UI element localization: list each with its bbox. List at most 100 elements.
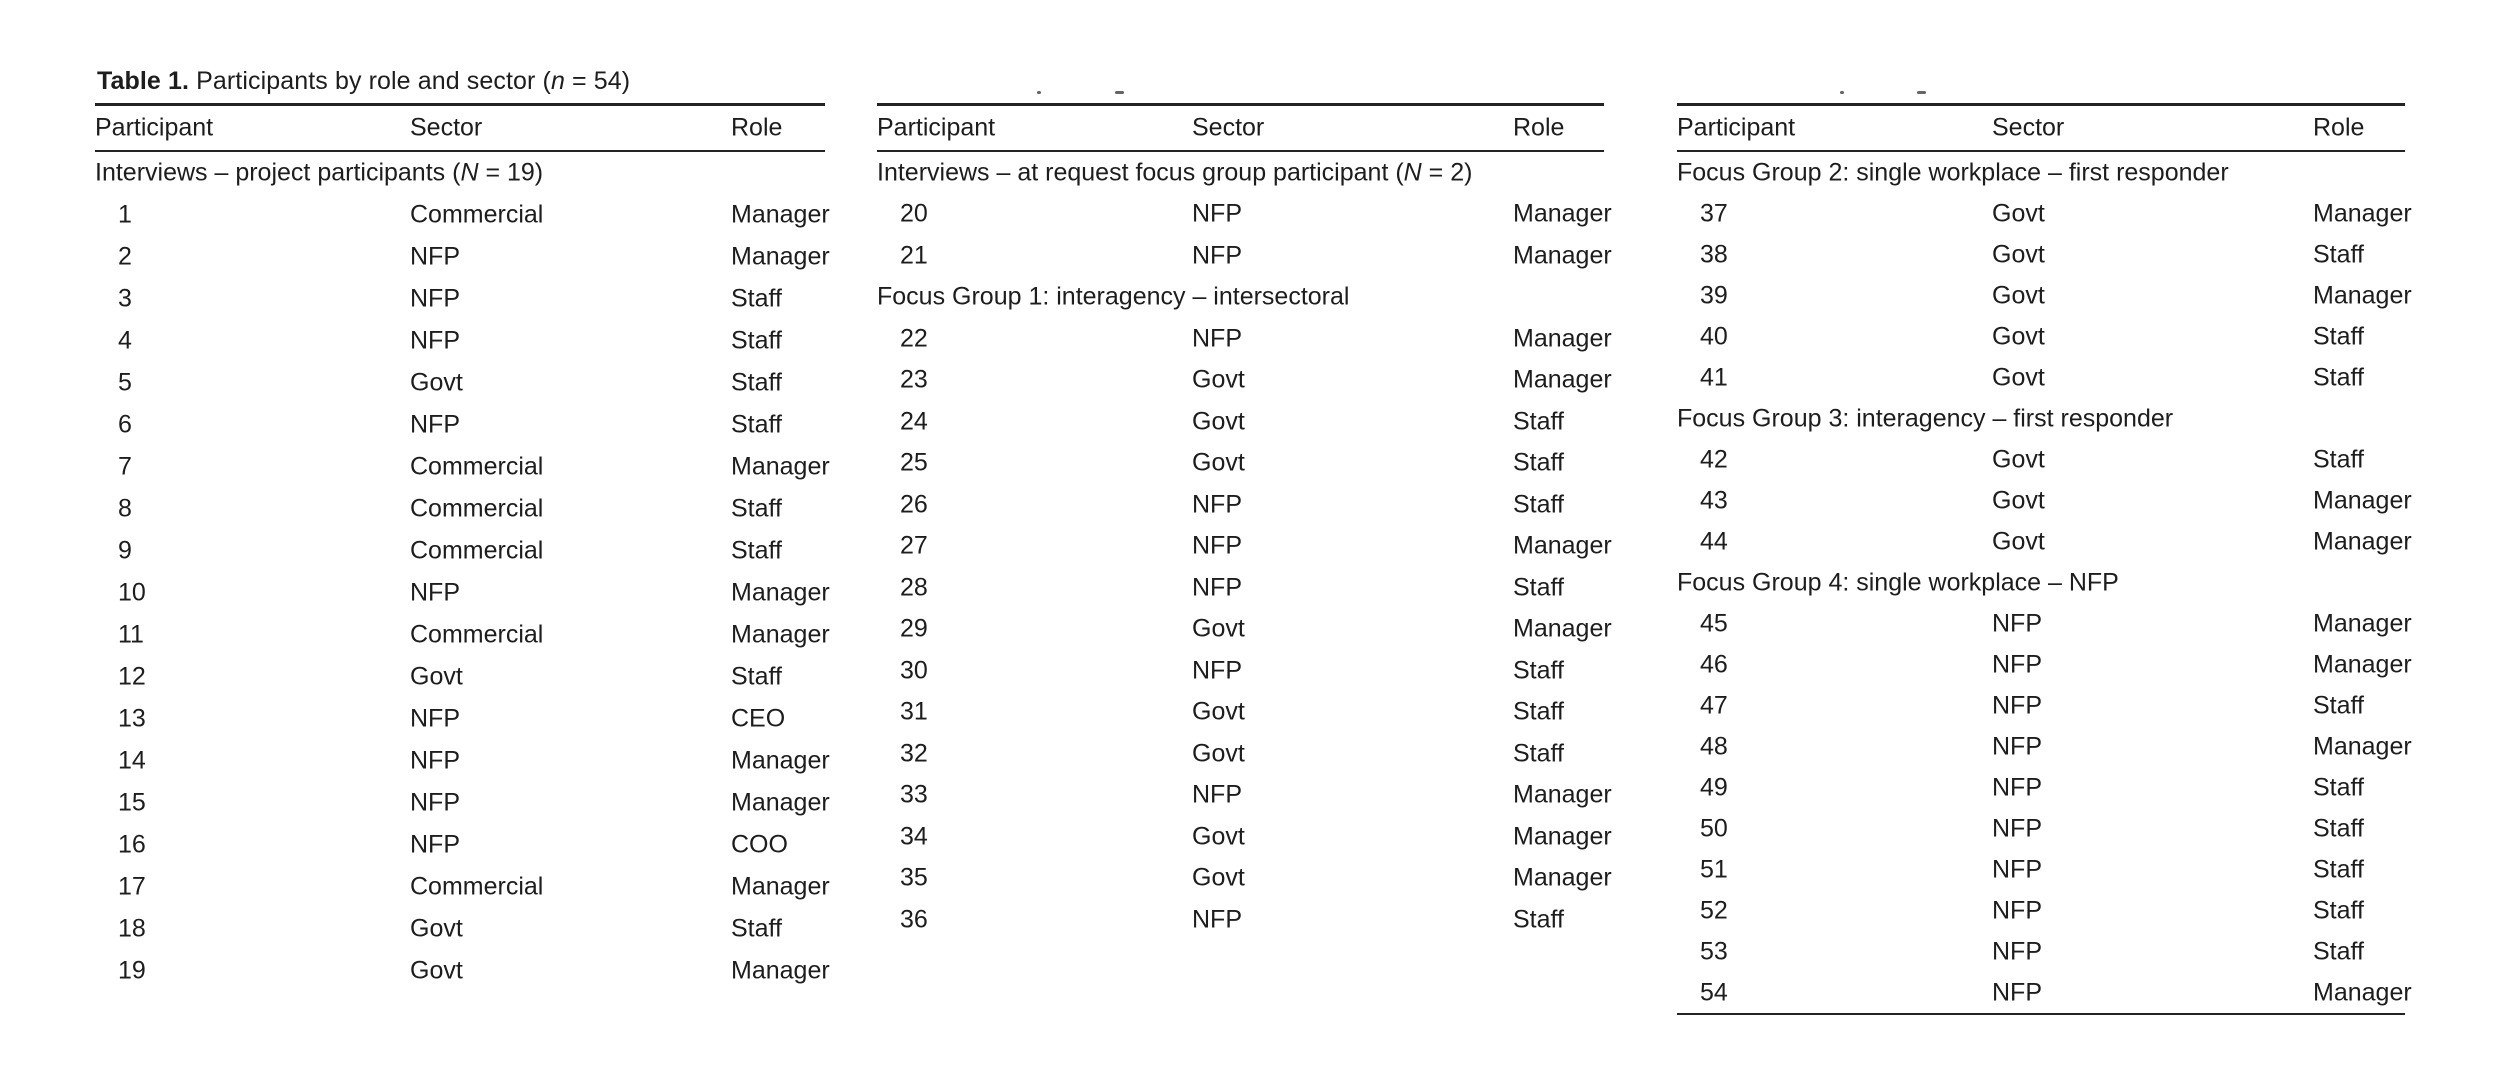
participant-cell: 3 <box>118 284 132 313</box>
role-cell: Staff <box>731 914 782 943</box>
table-title-variable: n <box>550 67 565 95</box>
table-title: Table 1. Participants by role and sector… <box>97 67 630 96</box>
role-cell: Manager <box>2313 527 2412 555</box>
table-row: 4 NFP Staff <box>95 320 825 362</box>
group-heading-row: Focus Group 2: single workplace – first … <box>1677 152 2405 193</box>
sector-cell: Govt <box>1992 281 2045 309</box>
table-number-label: Table 1. <box>97 67 190 95</box>
participant-cell: 42 <box>1700 445 1728 473</box>
heading-text: = 19) <box>478 158 544 187</box>
table-row: 21 NFP Manager <box>877 235 1612 277</box>
table-row: 8 Commercial Staff <box>95 488 825 530</box>
table-row: 50 NFP Staff <box>1677 808 2405 849</box>
role-cell: CEO <box>731 704 786 733</box>
participant-cell: 20 <box>900 199 928 228</box>
participant-cell: 10 <box>118 578 146 607</box>
column-header-sector: Sector <box>410 113 483 142</box>
heading-text: Focus Group 1: interagency – intersector… <box>877 282 1350 311</box>
role-cell: Manager <box>2313 609 2412 637</box>
participant-cell: 7 <box>118 452 132 481</box>
table-row: 31 Govt Staff <box>877 692 1604 734</box>
table-row: 10 NFP Manager <box>95 572 830 614</box>
group-heading: Focus Group 1: interagency – intersector… <box>877 282 1350 311</box>
table-row: 48 NFP Manager <box>1677 726 2412 767</box>
table-row: 29 Govt Manager <box>877 609 1612 651</box>
sector-cell: NFP <box>1192 199 1242 228</box>
heading-variable: N <box>1403 158 1422 187</box>
role-cell: Staff <box>731 494 782 523</box>
role-cell: Manager <box>731 872 830 901</box>
table-row: 54 NFP Manager <box>1677 972 2412 1013</box>
table-row: 12 Govt Staff <box>95 656 825 698</box>
table-row: 38 Govt Staff <box>1677 234 2405 275</box>
participant-cell: 50 <box>1700 814 1728 842</box>
sector-cell: NFP <box>1992 609 2042 637</box>
role-cell: Staff <box>731 284 782 313</box>
table-row: 53 NFP Staff <box>1677 931 2405 972</box>
role-cell: Staff <box>2313 814 2364 842</box>
table-row: 32 Govt Staff <box>877 733 1604 775</box>
role-cell: Manager <box>731 956 830 985</box>
table-row: 34 Govt Manager <box>877 816 1612 858</box>
participant-cell: 41 <box>1700 363 1728 391</box>
table-row: 5 Govt Staff <box>95 362 825 404</box>
role-cell: Staff <box>2313 896 2364 924</box>
group-heading-row: Focus Group 3: interagency – first respo… <box>1677 398 2405 439</box>
caption-remnant-mark <box>1917 91 1926 94</box>
participant-cell: 27 <box>900 531 928 560</box>
role-cell: Manager <box>2313 281 2412 309</box>
participant-cell: 23 <box>900 365 928 394</box>
role-cell: Manager <box>1513 365 1612 394</box>
table-row: 27 NFP Manager <box>877 526 1612 568</box>
role-cell: Staff <box>1513 697 1564 726</box>
sector-cell: Commercial <box>410 200 544 229</box>
column-header-sector: Sector <box>1192 113 1265 142</box>
sector-cell: NFP <box>1192 905 1242 934</box>
caption-remnant-mark <box>1115 91 1124 94</box>
table-header-row: Participant Sector Role <box>1677 103 2405 152</box>
participant-cell: 31 <box>900 697 928 726</box>
table-row: 42 Govt Staff <box>1677 439 2405 480</box>
table-row: 44 Govt Manager <box>1677 521 2412 562</box>
role-cell: Manager <box>1513 324 1612 353</box>
table-row: 1 Commercial Manager <box>95 194 830 236</box>
sector-cell: NFP <box>1192 241 1242 270</box>
table-body: Focus Group 2: single workplace – first … <box>1677 152 2412 1015</box>
role-cell: Staff <box>2313 937 2364 965</box>
table-panel-2: Participant Sector Role Interviews – at … <box>877 60 1612 941</box>
role-cell: Manager <box>1513 531 1612 560</box>
role-cell: Manager <box>2313 486 2412 514</box>
table-row: 23 Govt Manager <box>877 360 1612 402</box>
sector-cell: Govt <box>1192 697 1245 726</box>
participant-cell: 37 <box>1700 199 1728 227</box>
participant-cell: 9 <box>118 536 132 565</box>
sector-cell: Govt <box>1992 363 2045 391</box>
role-cell: Staff <box>1513 448 1564 477</box>
role-cell: Staff <box>731 410 782 439</box>
participant-cell: 38 <box>1700 240 1728 268</box>
sector-cell: Govt <box>1192 739 1245 768</box>
group-heading: Interviews – at request focus group part… <box>877 160 1472 185</box>
role-cell: Manager <box>1513 199 1612 228</box>
table-row: 22 NFP Manager <box>877 318 1612 360</box>
table-row: 24 Govt Staff <box>877 401 1604 443</box>
participant-cell: 39 <box>1700 281 1728 309</box>
table-row: 43 Govt Manager <box>1677 480 2412 521</box>
sector-cell: Commercial <box>410 452 544 481</box>
role-cell: Manager <box>731 242 830 271</box>
participant-cell: 35 <box>900 863 928 892</box>
sector-cell: NFP <box>1992 896 2042 924</box>
heading-text: Focus Group 2: single workplace – first … <box>1677 158 2229 186</box>
sector-cell: Govt <box>410 662 463 691</box>
sector-cell: Commercial <box>410 536 544 565</box>
table-row: 9 Commercial Staff <box>95 530 825 572</box>
group-heading: Focus Group 4: single workplace – NFP <box>1677 570 2119 595</box>
sector-cell: NFP <box>1992 773 2042 801</box>
heading-text: Interviews – at request focus group part… <box>877 158 1404 187</box>
table-row: 25 Govt Staff <box>877 443 1604 485</box>
participant-cell: 1 <box>118 200 132 229</box>
table-row: 30 NFP Staff <box>877 650 1604 692</box>
sector-cell: NFP <box>1192 573 1242 602</box>
participant-cell: 16 <box>118 830 146 859</box>
table-row: 3 NFP Staff <box>95 278 825 320</box>
